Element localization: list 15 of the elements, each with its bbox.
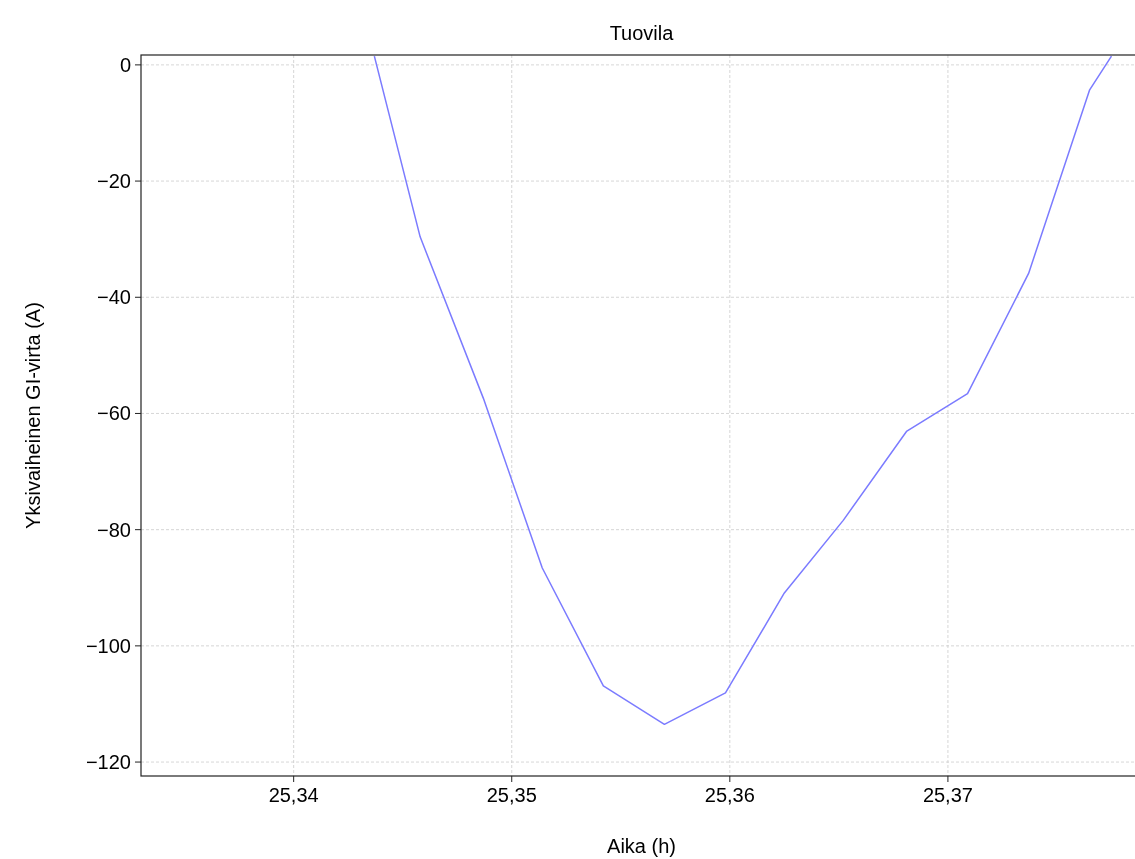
x-tick-label: 25,37 [922, 784, 973, 806]
y-tick-label: 0 [119, 53, 131, 76]
x-tick-label: 25,35 [486, 784, 537, 806]
x-tick-label: 25,34 [268, 784, 319, 806]
chart-title: Tuovila [609, 22, 675, 44]
y-tick-label: −100 [85, 634, 131, 657]
x-tick-label: 25,36 [704, 784, 755, 806]
y-axis-title: Yksivaiheinen GI-virta (A) [22, 302, 44, 529]
y-tick-label: −60 [97, 402, 131, 425]
y-tick-label: −40 [97, 286, 131, 309]
y-tick-label: −20 [97, 170, 131, 193]
line-series [373, 55, 1113, 726]
y-tick-label: −120 [85, 751, 131, 774]
y-tick-label: −80 [97, 518, 131, 541]
x-axis-title: Aika (h) [607, 835, 676, 857]
